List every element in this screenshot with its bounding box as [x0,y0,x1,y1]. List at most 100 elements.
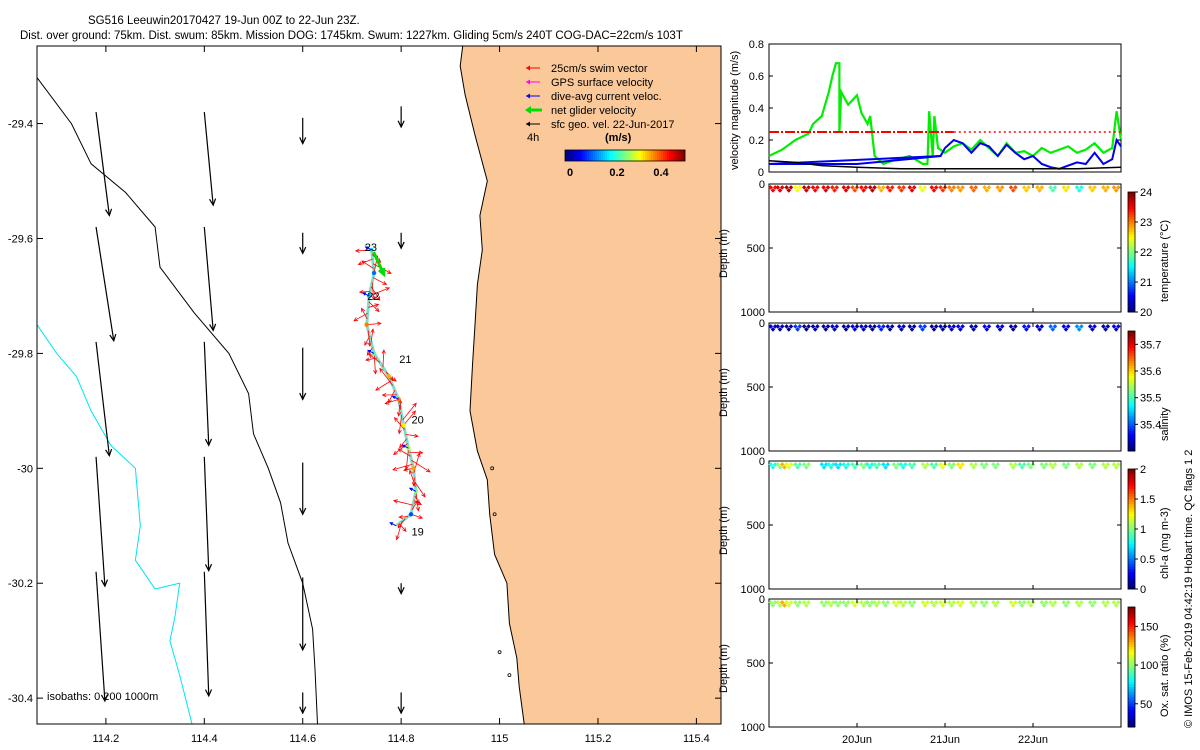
oxygen-datapoint [788,600,794,605]
temperature-colorbar-cell [1128,309,1135,313]
colorbar-cell [573,150,576,161]
temperature-datapoint [810,185,816,190]
oxygen-datapoint [782,603,787,608]
temperature-datapoint [1079,185,1084,190]
oxygen-datapoint [920,600,926,605]
oxygen-colorbar-cell [1128,694,1135,698]
chlorophyll-datapoint [1105,462,1111,467]
chlorophyll-datapoint [845,462,851,467]
salinity-datapoint [772,324,778,329]
track-point [386,374,392,379]
chlorophyll-datapoint [1065,462,1071,467]
salinity-colorbar-cell [1128,446,1135,449]
oxygen-datapoint [1103,603,1108,608]
chlorophyll-colorbar-cell [1128,481,1135,485]
velocity-ylabel: velocity magnitude (m/s) [729,51,741,170]
oxygen-colorbar-cell [1128,702,1135,705]
chlorophyll-datapoint [1079,462,1084,467]
chlorophyll-datapoint [971,465,976,470]
oxygen-colorbar-cell [1128,677,1135,680]
oxygen-datapoint [861,603,866,608]
salinity-datapoint [834,324,840,329]
colorbar-cell [565,150,568,161]
oxygen-datapoint [874,603,880,608]
salinity-datapoint [1087,324,1093,329]
oxygen-datapoint [960,600,965,605]
colorbar-cell [681,150,684,161]
swim-vector [368,353,381,363]
chlorophyll-datapoint [835,465,841,470]
colorbar-cell [671,150,674,161]
salinity-datapoint [788,324,794,329]
salinity-datapoint [1092,324,1097,329]
chlorophyll-datapoint [770,465,776,470]
swim-vector [411,459,431,473]
temperature-datapoint [984,188,990,193]
chlorophyll-colorbar-title: chl-a (mg m-3) [1159,507,1171,579]
colorbar-cell [585,150,588,161]
salinity-colorbar-cell [1128,353,1135,357]
salinity-datapoint [861,327,866,332]
chlorophyll-datapoint [911,462,917,467]
swim-vector [369,287,391,297]
chlorophyll-datapoint [788,462,794,467]
oxygen-datapoint [806,600,811,605]
temperature-datapoint [982,185,987,190]
colorbar-cell [635,150,638,161]
oxygen-datapoint [775,600,781,605]
temperature-datapoint [841,185,847,190]
oxygen-colorbar-cell [1128,687,1135,690]
salinity-datapoint [1037,327,1042,332]
salinity-datapoint [832,327,837,332]
temperature-datapoint [949,188,954,193]
temperature-datapoint [786,188,792,193]
salinity-datapoint [971,327,976,332]
chlorophyll-datapoint [1101,462,1106,467]
colorbar-cell [645,150,648,161]
salinity-ytick-label: 500 [747,382,765,394]
temperature-datapoint [1116,185,1121,190]
temperature-datapoint [969,185,974,190]
salinity-datapoint [958,327,963,332]
chlorophyll-datapoint [896,462,901,467]
chlorophyll-colorbar-cell [1128,519,1135,522]
chlorophyll-datapoint [775,462,781,467]
salinity-datapoint [907,324,913,329]
salinity-colorbar-cell [1128,336,1135,339]
velocity-series-3 [768,160,1122,170]
chlorophyll-colorbar-cell [1128,584,1135,587]
temperature-datapoint [933,185,939,190]
temperature-datapoint [834,185,840,190]
chlorophyll-datapoint [772,462,778,467]
oxygen-ytick-label: 500 [747,658,765,670]
salinity-colorbar-cell [1128,378,1135,382]
colorbar-cell [647,150,650,161]
temperature-datapoint [825,185,831,190]
temperature-colorbar-cell [1128,257,1135,260]
salinity-colorbar-cell [1128,443,1135,447]
colorbar-cell [595,150,598,161]
temperature-colorbar-cell [1128,269,1135,273]
salinity-colorbar-cell [1128,381,1135,384]
oxygen-colorbar-cell [1128,624,1135,628]
geo-velocity-vector [397,106,405,129]
chlorophyll-datapoint [958,465,963,470]
oxygen-datapoint [891,600,897,605]
chlorophyll-colorbar-cell [1128,536,1135,540]
map-ytick-label: -29.6 [8,233,33,245]
temperature-datapoint [1090,188,1095,193]
oxygen-datapoint [955,600,961,605]
oxygen-datapoint [1079,600,1084,605]
chlorophyll-datapoint [883,465,888,470]
chlorophyll-colorbar-cell [1128,484,1135,487]
chlorophyll-datapoint [843,465,849,470]
colorbar-cell [589,150,592,161]
chlorophyll-datapoint [874,465,880,470]
salinity-colorbar-label: 35.5 [1140,393,1161,405]
oxygen-datapoint [1043,600,1049,605]
temperature-datapoint [859,185,864,190]
chlorophyll-colorbar-cell [1128,506,1135,510]
oxygen-datapoint [1101,600,1106,605]
temperature-colorbar-cell [1128,199,1135,203]
chlorophyll-ytick-label: 500 [747,520,765,532]
